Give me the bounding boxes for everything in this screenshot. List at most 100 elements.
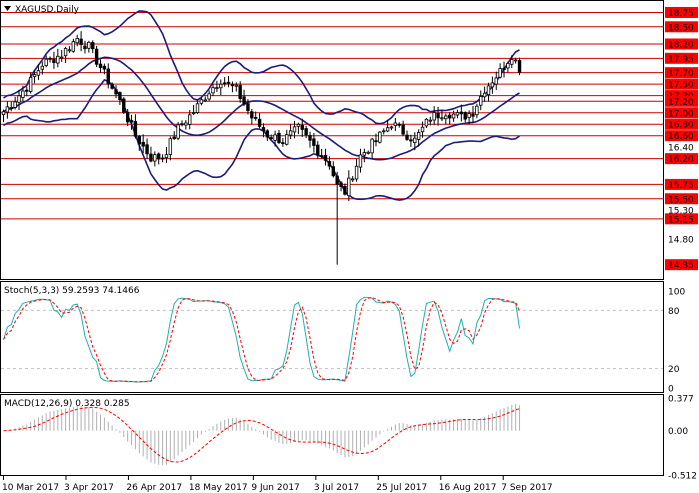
- candle-body: [94, 48, 99, 65]
- candle-body: [513, 59, 518, 62]
- candle-body: [350, 178, 355, 181]
- candle-body: [506, 63, 510, 69]
- candle-body: [25, 89, 29, 92]
- candle-body: [145, 144, 149, 155]
- candle-body: [32, 74, 37, 77]
- candle-body: [502, 67, 506, 70]
- candle-body: [250, 111, 254, 119]
- candle-body: [447, 114, 452, 119]
- price-tick-label: 15.15: [668, 215, 694, 225]
- date-axis: 10 Mar 2017 3 Apr 2017 26 Apr 2017 18 May 2…: [2, 476, 553, 493]
- candle-body: [292, 126, 297, 133]
- candle-body: [378, 131, 382, 143]
- date-label: 9 Jun 2017: [251, 483, 299, 493]
- candle-body: [312, 138, 316, 146]
- candle-body: [164, 154, 169, 159]
- macd-panel: [0, 394, 664, 476]
- candle-body: [382, 130, 386, 133]
- price-tick-label: 17.20: [668, 98, 694, 108]
- candle-body: [362, 152, 367, 156]
- date-label: 16 Aug 2017: [439, 483, 497, 493]
- candle-body: [482, 92, 487, 98]
- price-tick-label: 15.30: [668, 207, 694, 217]
- candle-body: [234, 84, 238, 87]
- candle-body: [184, 122, 188, 126]
- date-label: 25 Jul 2017: [376, 483, 427, 493]
- candle-body: [17, 95, 21, 103]
- price-tick-label: 17.70: [668, 69, 694, 79]
- stoch-panel: [0, 281, 664, 393]
- candle-body: [424, 118, 429, 127]
- candle-body: [180, 123, 184, 126]
- candle-body: [265, 130, 270, 138]
- candle-body: [308, 135, 312, 141]
- candle-body: [436, 112, 440, 119]
- macd-histogram: [6, 404, 521, 466]
- candle-body: [191, 112, 196, 115]
- candle-body: [420, 126, 425, 133]
- candle-body: [316, 144, 320, 156]
- candle-body: [160, 157, 165, 160]
- price-badge-6: [665, 90, 698, 102]
- price-tick-label: 16.60: [668, 132, 694, 142]
- candle-body: [486, 85, 491, 96]
- candle-body: [110, 83, 114, 89]
- candle-body: [219, 83, 223, 89]
- bollinger-lower-band: [3, 78, 520, 201]
- candle-body: [475, 105, 479, 116]
- candle-body: [335, 175, 339, 185]
- candle-body: [370, 138, 374, 154]
- candle-body: [467, 113, 471, 118]
- candle-body: [285, 134, 289, 145]
- candle-body: [207, 93, 211, 100]
- candle-body: [106, 68, 110, 85]
- candle-body: [153, 154, 157, 162]
- candle-body: [261, 127, 266, 132]
- candle-body: [44, 58, 48, 66]
- price-tick-label: 18.50: [668, 23, 694, 33]
- date-label: 7 Sep 2017: [501, 483, 552, 493]
- price-badge-10: [665, 130, 698, 142]
- price-tick-label: 17.95: [668, 55, 694, 65]
- price-tick-label: 16.80: [668, 121, 694, 131]
- candle-body: [498, 68, 502, 78]
- candle-body: [331, 166, 335, 177]
- candle-body: [354, 165, 359, 180]
- stoch-tick-label: 20: [668, 365, 680, 375]
- candle-body: [409, 139, 413, 142]
- price-badge-2: [665, 38, 698, 50]
- price-badge-3: [665, 52, 698, 64]
- candle-body: [28, 76, 33, 92]
- candle-body: [211, 87, 215, 94]
- candle-body: [222, 82, 227, 85]
- collapse-triangle-icon[interactable]: [4, 6, 11, 11]
- candle-body: [203, 99, 207, 102]
- price-tick-label: 15.75: [668, 181, 694, 191]
- candle-body: [281, 142, 285, 145]
- candle-body: [215, 87, 219, 89]
- stoch-axis: 100 80 20 0: [668, 288, 685, 395]
- candle-body: [257, 118, 262, 127]
- macd-tick-label: 0.377: [668, 395, 694, 405]
- candle-body: [416, 132, 421, 140]
- macd-signal-path: [3, 406, 520, 463]
- price-tick-label: 14.80: [668, 235, 694, 245]
- candle-body: [199, 99, 204, 104]
- candle-body: [133, 121, 138, 137]
- candle-body: [141, 141, 145, 147]
- date-label: 18 May 2017: [189, 483, 248, 493]
- symbol-label: XAGUSD,Daily: [15, 5, 80, 15]
- candle-body: [304, 128, 308, 136]
- candle-body: [195, 103, 200, 113]
- candle-body: [79, 38, 83, 45]
- candle-body: [129, 120, 134, 123]
- bollinger-middle-band: [3, 56, 520, 161]
- candle-body: [87, 41, 91, 49]
- candles: [1, 31, 522, 265]
- date-label: 26 Apr 2017: [126, 483, 182, 493]
- macd-signal-line: [3, 406, 520, 463]
- price-tick-label: 17.50: [668, 81, 694, 91]
- stoch-lines: [3, 296, 520, 383]
- candle-body: [40, 65, 44, 70]
- price-tick-label: 16.20: [668, 155, 694, 165]
